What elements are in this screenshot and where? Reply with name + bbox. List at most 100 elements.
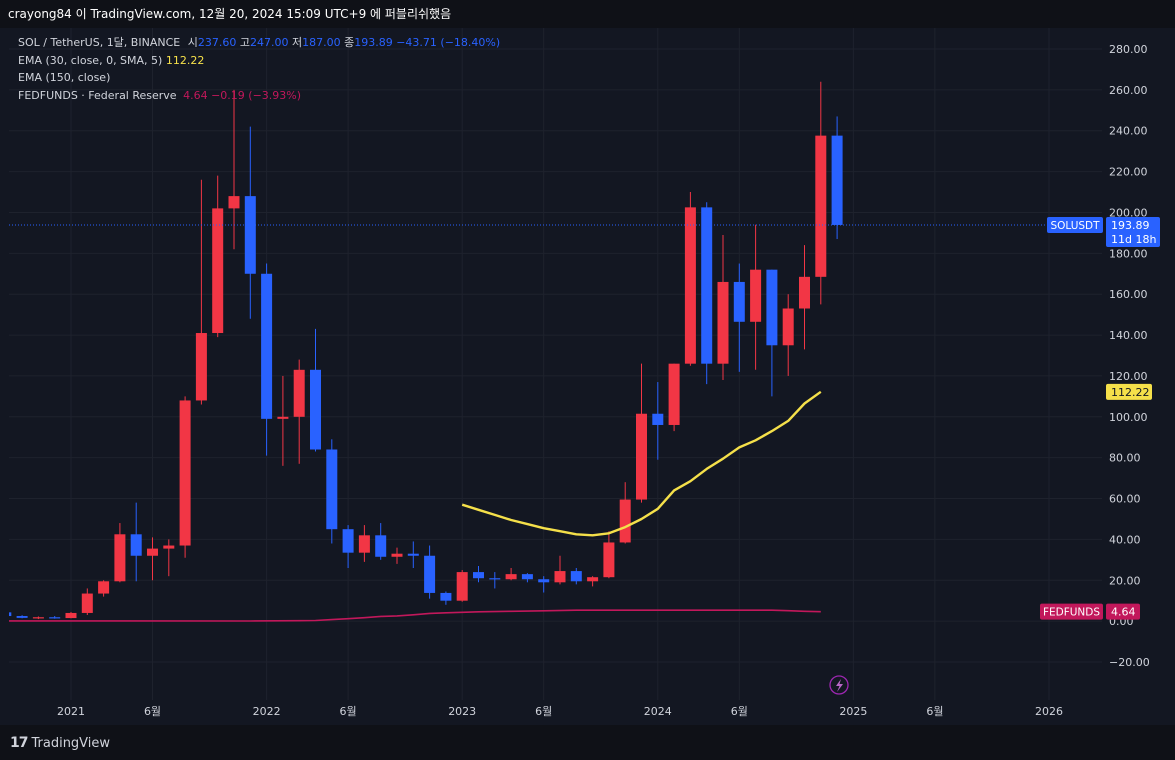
candle[interactable] (668, 363, 680, 432)
candle[interactable] (114, 523, 126, 583)
candle[interactable] (766, 269, 778, 397)
candle[interactable] (750, 224, 762, 370)
candle[interactable] (277, 375, 289, 466)
candle[interactable] (81, 588, 93, 616)
legend-fed-row[interactable]: FEDFUNDS · Federal Reserve 4.64 −0.19 (−… (18, 87, 500, 105)
ema-price-text: 112.22 (1111, 386, 1150, 399)
candle-body (358, 535, 370, 553)
candle[interactable] (619, 482, 631, 544)
candle-body (505, 574, 517, 580)
candle[interactable] (130, 502, 142, 582)
y-tick-label: 20.00 (1109, 574, 1141, 587)
candle[interactable] (407, 541, 419, 569)
candle[interactable] (717, 234, 729, 381)
legend-ema150-row[interactable]: EMA (150, close) (18, 69, 500, 87)
candle[interactable] (293, 359, 305, 464)
candle[interactable] (49, 616, 61, 619)
candle-body (538, 579, 550, 583)
candle[interactable] (587, 576, 599, 587)
candle[interactable] (98, 580, 110, 597)
candle[interactable] (310, 328, 321, 452)
candles[interactable] (9, 81, 843, 620)
symbol-title[interactable]: SOL / TetherUS, 1달, BINANCE (18, 36, 181, 49)
candle[interactable] (342, 525, 354, 569)
candle-body (244, 196, 256, 274)
candle[interactable] (782, 294, 794, 376)
candle[interactable] (424, 545, 436, 599)
candle[interactable] (521, 573, 533, 583)
candle[interactable] (358, 525, 370, 562)
y-tick-label: 220.00 (1109, 166, 1148, 179)
y-tick-label: 260.00 (1109, 84, 1148, 97)
publisher-bar: crayong84 이 TradingView.com, 12월 20, 202… (0, 0, 1175, 28)
fedfunds-name-tag (1040, 603, 1103, 620)
candle[interactable] (375, 523, 387, 560)
candle[interactable] (9, 611, 12, 617)
legend-symbol-row[interactable]: SOL / TetherUS, 1달, BINANCE 시237.60 고247… (18, 34, 500, 52)
candle-body (261, 273, 273, 419)
candle-body (407, 553, 419, 556)
candle[interactable] (456, 570, 468, 602)
candle[interactable] (244, 126, 256, 319)
candle[interactable] (473, 565, 484, 583)
y-tick-label: 60.00 (1109, 493, 1141, 506)
y-tick-label: 180.00 (1109, 247, 1148, 260)
chart-area[interactable]: −20.00 0.00 20.00 40.00 60.00 80.00 100.00 120.… (9, 28, 1166, 725)
candlestick-chart[interactable]: −20.000.0020.0040.0060.0080.00100.00120.… (9, 28, 1166, 725)
candle[interactable] (603, 531, 615, 579)
solusdt-name-text: SOLUSDT (1050, 220, 1100, 232)
candle[interactable] (701, 202, 713, 385)
candle[interactable] (212, 175, 224, 338)
candle[interactable] (684, 192, 696, 366)
candle[interactable] (32, 616, 44, 620)
candle[interactable] (391, 547, 403, 564)
y-tick-label: 120.00 (1109, 370, 1148, 383)
candle[interactable] (228, 89, 240, 250)
candle[interactable] (831, 116, 843, 240)
ema-price-tag (1106, 383, 1152, 400)
candle-body (554, 571, 566, 583)
candle[interactable] (326, 439, 338, 544)
candle[interactable] (554, 555, 566, 585)
ema150-label[interactable]: EMA (150, close) (18, 71, 111, 84)
fed-label[interactable]: FEDFUNDS · Federal Reserve (18, 88, 177, 102)
candle[interactable] (799, 245, 810, 350)
events[interactable] (829, 675, 849, 695)
candle-body (32, 617, 44, 619)
candle-body (424, 555, 436, 593)
candle[interactable] (163, 539, 175, 577)
candle[interactable] (16, 615, 28, 619)
high-value: 247.00 (249, 36, 289, 49)
candle[interactable] (733, 263, 745, 372)
candle[interactable] (815, 81, 827, 305)
candle[interactable] (147, 537, 158, 581)
tradingview-logo[interactable]: 17 TradingView (10, 735, 110, 751)
candle-body (587, 577, 599, 582)
lightning-event-icon[interactable] (829, 675, 849, 695)
candle-body (456, 572, 468, 601)
y-tick-label: −20.00 (1109, 656, 1150, 669)
high-label: 고 (239, 36, 250, 49)
legend-ema30-row[interactable]: EMA (30, close, 0, SMA, 5) 112.22 (18, 52, 500, 70)
candle[interactable] (195, 179, 207, 405)
candle[interactable] (570, 568, 582, 585)
y-tick-label: 280.00 (1109, 43, 1148, 56)
x-tick-label: 2024 (644, 705, 672, 718)
candle[interactable] (538, 576, 550, 593)
candle[interactable] (636, 363, 647, 503)
ema30-label[interactable]: EMA (30, close, 0, SMA, 5) (18, 53, 163, 67)
candle-body (799, 276, 810, 309)
candle[interactable] (179, 396, 191, 558)
candle[interactable] (505, 568, 517, 581)
x-tick-label: 6월 (144, 705, 161, 718)
candle[interactable] (652, 382, 664, 460)
candle[interactable] (440, 591, 452, 605)
open-label: 시 (187, 36, 198, 49)
price-axis[interactable]: −20.000.0020.0040.0060.0080.00100.00120.… (1109, 43, 1150, 669)
candle-body (750, 269, 762, 322)
candle[interactable] (261, 263, 273, 456)
candle[interactable] (65, 611, 77, 619)
time-axis[interactable]: 2021 6월 2022 6월 2023 6월 2024 6월 2025 6월 2026 (57, 705, 1063, 718)
x-tick-label: 6월 (535, 705, 552, 718)
candle[interactable] (489, 572, 501, 589)
